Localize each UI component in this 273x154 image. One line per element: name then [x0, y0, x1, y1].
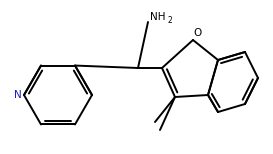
Text: 2: 2 [168, 16, 173, 24]
Text: O: O [194, 28, 202, 38]
Text: NH: NH [150, 12, 165, 22]
Text: N: N [14, 90, 22, 100]
